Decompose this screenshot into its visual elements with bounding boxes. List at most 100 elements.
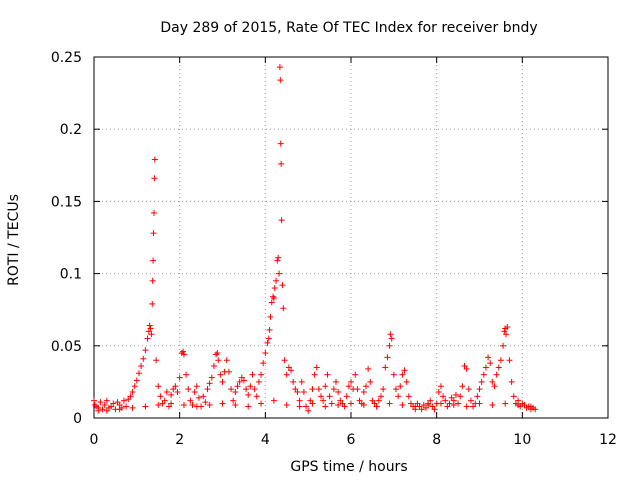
data-point bbox=[168, 391, 175, 398]
data-point bbox=[243, 386, 250, 393]
data-point bbox=[129, 404, 136, 411]
data-point bbox=[437, 383, 444, 390]
data-point bbox=[236, 378, 243, 385]
data-point bbox=[395, 393, 402, 400]
data-point bbox=[129, 389, 136, 396]
data-point bbox=[298, 378, 305, 385]
x-tick-label: 2 bbox=[175, 432, 184, 448]
data-point bbox=[147, 325, 154, 332]
data-point bbox=[273, 277, 280, 284]
data-point bbox=[174, 389, 181, 396]
data-point bbox=[183, 371, 190, 378]
data-point bbox=[210, 363, 217, 370]
data-point bbox=[140, 355, 147, 362]
data-point bbox=[510, 393, 517, 400]
data-point bbox=[149, 277, 156, 284]
data-point bbox=[223, 357, 230, 364]
data-point bbox=[213, 351, 220, 358]
data-point bbox=[437, 400, 444, 407]
data-point bbox=[91, 402, 98, 409]
data-point bbox=[348, 400, 354, 407]
data-point bbox=[360, 402, 367, 409]
data-point bbox=[345, 383, 352, 390]
data-point bbox=[387, 331, 394, 338]
data-point bbox=[392, 386, 399, 393]
data-point bbox=[249, 371, 256, 378]
y-tick-label: 0.1 bbox=[60, 267, 82, 283]
data-point bbox=[489, 378, 496, 385]
data-point bbox=[138, 363, 145, 370]
data-point bbox=[191, 389, 198, 396]
data-point bbox=[189, 402, 196, 409]
data-point bbox=[431, 406, 438, 413]
y-tick-label: 0.15 bbox=[51, 194, 82, 210]
data-point bbox=[311, 371, 318, 378]
data-point bbox=[330, 386, 337, 393]
data-point bbox=[150, 209, 157, 216]
data-point bbox=[232, 402, 239, 409]
y-tick-label: 0.25 bbox=[51, 50, 82, 66]
data-point bbox=[495, 364, 502, 371]
data-point bbox=[373, 403, 380, 410]
data-point bbox=[180, 402, 187, 409]
data-point bbox=[305, 407, 312, 414]
data-point bbox=[320, 397, 327, 404]
data-point bbox=[375, 397, 382, 404]
data-point bbox=[270, 293, 277, 300]
data-point bbox=[397, 383, 404, 390]
data-point bbox=[446, 400, 453, 407]
data-point bbox=[150, 257, 157, 264]
data-point bbox=[450, 402, 457, 409]
data-point bbox=[180, 351, 187, 358]
data-point bbox=[435, 389, 442, 396]
data-point bbox=[204, 386, 211, 393]
data-point bbox=[150, 230, 157, 237]
data-point bbox=[245, 403, 252, 410]
data-point bbox=[193, 383, 200, 390]
data-point bbox=[313, 364, 320, 371]
x-axis-label: GPS time / hours bbox=[290, 459, 407, 475]
data-point bbox=[365, 365, 372, 372]
data-point bbox=[253, 393, 260, 400]
data-point bbox=[232, 389, 239, 396]
data-point bbox=[425, 402, 432, 409]
data-point bbox=[485, 354, 492, 361]
data-point bbox=[478, 378, 485, 385]
data-point bbox=[251, 386, 258, 393]
x-tick-label: 0 bbox=[90, 432, 99, 448]
data-point bbox=[217, 371, 224, 378]
data-point bbox=[277, 140, 284, 147]
data-point bbox=[135, 370, 142, 377]
data-point bbox=[127, 393, 134, 400]
data-point bbox=[240, 377, 247, 384]
data-point bbox=[266, 326, 273, 333]
data-point bbox=[335, 389, 342, 396]
data-point bbox=[463, 365, 470, 372]
data-point bbox=[276, 64, 283, 71]
data-point bbox=[399, 402, 406, 409]
data-point bbox=[99, 406, 106, 413]
data-point bbox=[103, 407, 110, 414]
data-point bbox=[155, 383, 162, 390]
data-point bbox=[380, 386, 387, 393]
data-point bbox=[144, 335, 151, 342]
data-point bbox=[290, 378, 297, 385]
data-point bbox=[151, 175, 158, 182]
data-point bbox=[455, 400, 462, 407]
data-point bbox=[465, 386, 472, 393]
data-point bbox=[487, 360, 494, 367]
data-point bbox=[386, 400, 393, 407]
data-point bbox=[157, 393, 164, 400]
data-point bbox=[123, 403, 130, 410]
data-point bbox=[163, 389, 170, 396]
chart-title: Day 289 of 2015, Rate Of TEC Index for r… bbox=[160, 20, 537, 36]
data-point bbox=[168, 400, 175, 407]
data-point bbox=[497, 357, 504, 364]
data-point bbox=[388, 335, 395, 342]
data-points bbox=[91, 64, 539, 414]
data-point bbox=[474, 393, 481, 400]
data-point bbox=[153, 357, 160, 364]
data-point bbox=[386, 342, 393, 349]
data-point bbox=[504, 324, 511, 331]
